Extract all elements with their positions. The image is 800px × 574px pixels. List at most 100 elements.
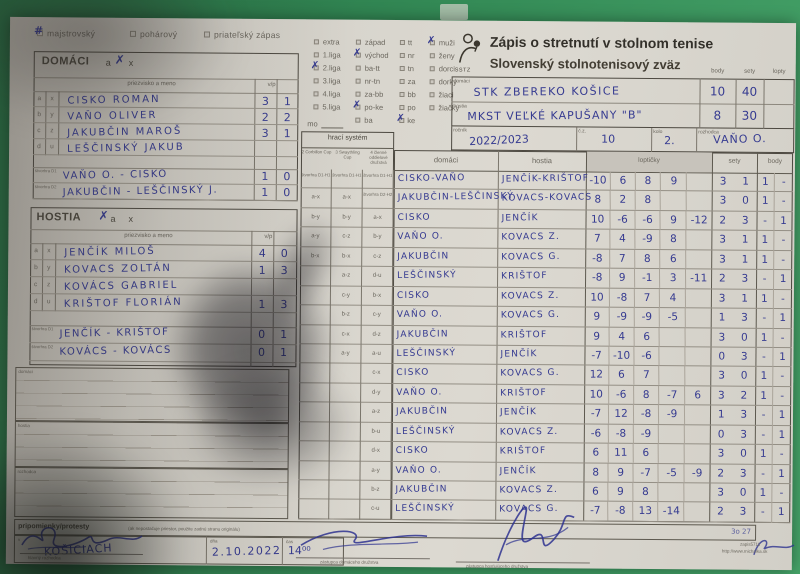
checkbox-icon bbox=[129, 30, 137, 37]
league-option-label: ba bbox=[364, 115, 373, 125]
sety-home-cell: 1 bbox=[717, 408, 725, 421]
grid-line bbox=[281, 537, 284, 566]
game-score-cell: 9 bbox=[610, 268, 636, 289]
home-player-cell: VAŇO O. bbox=[397, 231, 444, 243]
game-score-cell: 9 bbox=[584, 326, 610, 347]
league-option-label: bb bbox=[407, 90, 416, 100]
body-away-cell: - bbox=[781, 253, 786, 266]
game-score-cell: -11 bbox=[689, 272, 708, 285]
game-score-cell: 2 bbox=[610, 191, 637, 211]
table-edge-marker bbox=[440, 4, 468, 20]
home-player-cell: LEŠČINSKÝ bbox=[395, 425, 456, 437]
domaci-vp-header: v/p bbox=[267, 81, 276, 89]
game-score-cell: 8 bbox=[585, 190, 611, 211]
game-score-cell: 6 bbox=[694, 389, 701, 402]
home-player-cell: JAKUBČIN-LEŠČINSKÝ bbox=[397, 191, 515, 204]
body-away-cell: 1 bbox=[778, 467, 785, 480]
league-option-label: extra bbox=[322, 37, 340, 47]
game-score-cell bbox=[659, 444, 685, 464]
player-row: b y KOVACS ZOLTÁN 1 3 bbox=[30, 260, 298, 280]
away-player-cell: KOVACS G. bbox=[501, 251, 561, 263]
league-option-label: muži bbox=[438, 38, 455, 48]
game-score-cell: -7 bbox=[584, 346, 610, 367]
grid-line bbox=[696, 128, 698, 153]
sety-away-cell: 3 bbox=[741, 214, 749, 227]
game-score-cell bbox=[659, 424, 685, 445]
checkbox-icon bbox=[399, 39, 405, 46]
signature-label-home: zástupca domáceho družstva bbox=[319, 559, 379, 565]
game-score-cell bbox=[658, 483, 685, 503]
player-letter-2: y bbox=[47, 264, 51, 272]
body-away-cell: - bbox=[780, 389, 785, 402]
doubles-label: štvorhra D1 bbox=[34, 168, 57, 174]
home-player-cell: JAKUBČIN bbox=[396, 328, 449, 340]
away-captain-signature bbox=[497, 506, 575, 562]
system-cell bbox=[329, 480, 361, 501]
system-cell: b-y bbox=[362, 228, 394, 248]
player-letter-2: y bbox=[50, 111, 54, 119]
sety-home-cell: 3 bbox=[718, 369, 725, 382]
main-table-rows: štvorhra D1-H1 štvorhra D1-H1 štvorhra D1-… bbox=[2, 0, 800, 523]
body-away-cell: - bbox=[780, 292, 785, 305]
checkbox-icon bbox=[429, 53, 435, 59]
doubles-names: KOVÁCS - KOVÁCS bbox=[59, 344, 172, 358]
check-mark: ✗ bbox=[426, 35, 436, 47]
system-cell: štvorhra D2-H2 bbox=[362, 189, 394, 209]
league-option-label: za-bb bbox=[364, 89, 384, 99]
game-score-cell bbox=[686, 192, 711, 212]
system-cell: a-x bbox=[331, 188, 363, 209]
signature-label-referee: hlavný rozhodca bbox=[27, 555, 61, 561]
game-score-cell: 6 bbox=[583, 443, 609, 464]
referee-signature bbox=[21, 526, 143, 550]
check-mark: ✗ bbox=[310, 60, 320, 72]
domaci-name-header: priezvisko a meno bbox=[127, 80, 176, 88]
body-home-cell: - bbox=[754, 503, 773, 523]
notes-box-hostia bbox=[14, 420, 289, 470]
game-score-cell: 10 bbox=[584, 385, 610, 405]
player-wins: 4 bbox=[258, 246, 266, 260]
hostia-name-header: priezvisko a meno bbox=[124, 232, 173, 240]
body-home-cell: - bbox=[755, 347, 774, 368]
game-score-cell: -9 bbox=[659, 405, 685, 425]
league-option-label: 3.liga bbox=[322, 76, 341, 86]
grid-line bbox=[576, 127, 578, 152]
doubles-losses: 0 bbox=[283, 186, 291, 200]
notes-hostia-label: hostia bbox=[17, 423, 30, 429]
system-header: hrací systém bbox=[327, 134, 368, 142]
game-score-cell: 8 bbox=[660, 230, 687, 251]
away-player-cell: KRIŠTOF bbox=[499, 446, 547, 457]
domaci-row-label: domáci bbox=[453, 78, 470, 85]
system-col-corbillon: 2 Corbillon Cup bbox=[301, 149, 332, 155]
match-type-label: pohárový bbox=[139, 28, 178, 40]
player-letter-2: z bbox=[46, 281, 51, 289]
grid-line bbox=[651, 127, 653, 152]
check-mark: # bbox=[33, 24, 44, 38]
player-row: c z KOVÁCS GABRIEL bbox=[29, 277, 298, 297]
doubles-losses: 1 bbox=[280, 328, 288, 342]
sety-away-cell: 3 bbox=[741, 311, 748, 324]
doubles-losses: 0 bbox=[283, 170, 291, 184]
sety-away-cell: 1 bbox=[742, 175, 749, 188]
checkbox-icon bbox=[313, 39, 319, 45]
sety-home-cell: 2 bbox=[718, 272, 726, 285]
sety-away-cell: 1 bbox=[741, 292, 749, 305]
game-score-cell: 6 bbox=[634, 327, 661, 348]
system-cell: štvorhra D1-H1 bbox=[362, 169, 394, 190]
game-score-cell: -5 bbox=[659, 463, 685, 484]
game-score-cell: 7 bbox=[610, 249, 636, 270]
game-score-cell: 10 bbox=[584, 288, 611, 308]
system-cell: a-z bbox=[331, 266, 363, 287]
game-score-cell bbox=[684, 503, 709, 523]
body-home-cell: - bbox=[756, 211, 775, 232]
game-score-cell bbox=[659, 346, 686, 367]
main-hostia-header: hostia bbox=[531, 156, 553, 166]
system-cell bbox=[299, 324, 331, 345]
hostia-sety-value: 30 bbox=[741, 108, 758, 123]
player-name: JENČÍK MILOŠ bbox=[64, 245, 156, 259]
system-cell: a-z bbox=[360, 402, 393, 423]
game-score-cell: 8 bbox=[583, 463, 609, 483]
checkbox-icon bbox=[355, 78, 361, 84]
game-score-cell: 8 bbox=[636, 171, 662, 192]
game-score-cell: -5 bbox=[660, 308, 686, 328]
match-type-option: priateľský zápas bbox=[203, 29, 294, 42]
